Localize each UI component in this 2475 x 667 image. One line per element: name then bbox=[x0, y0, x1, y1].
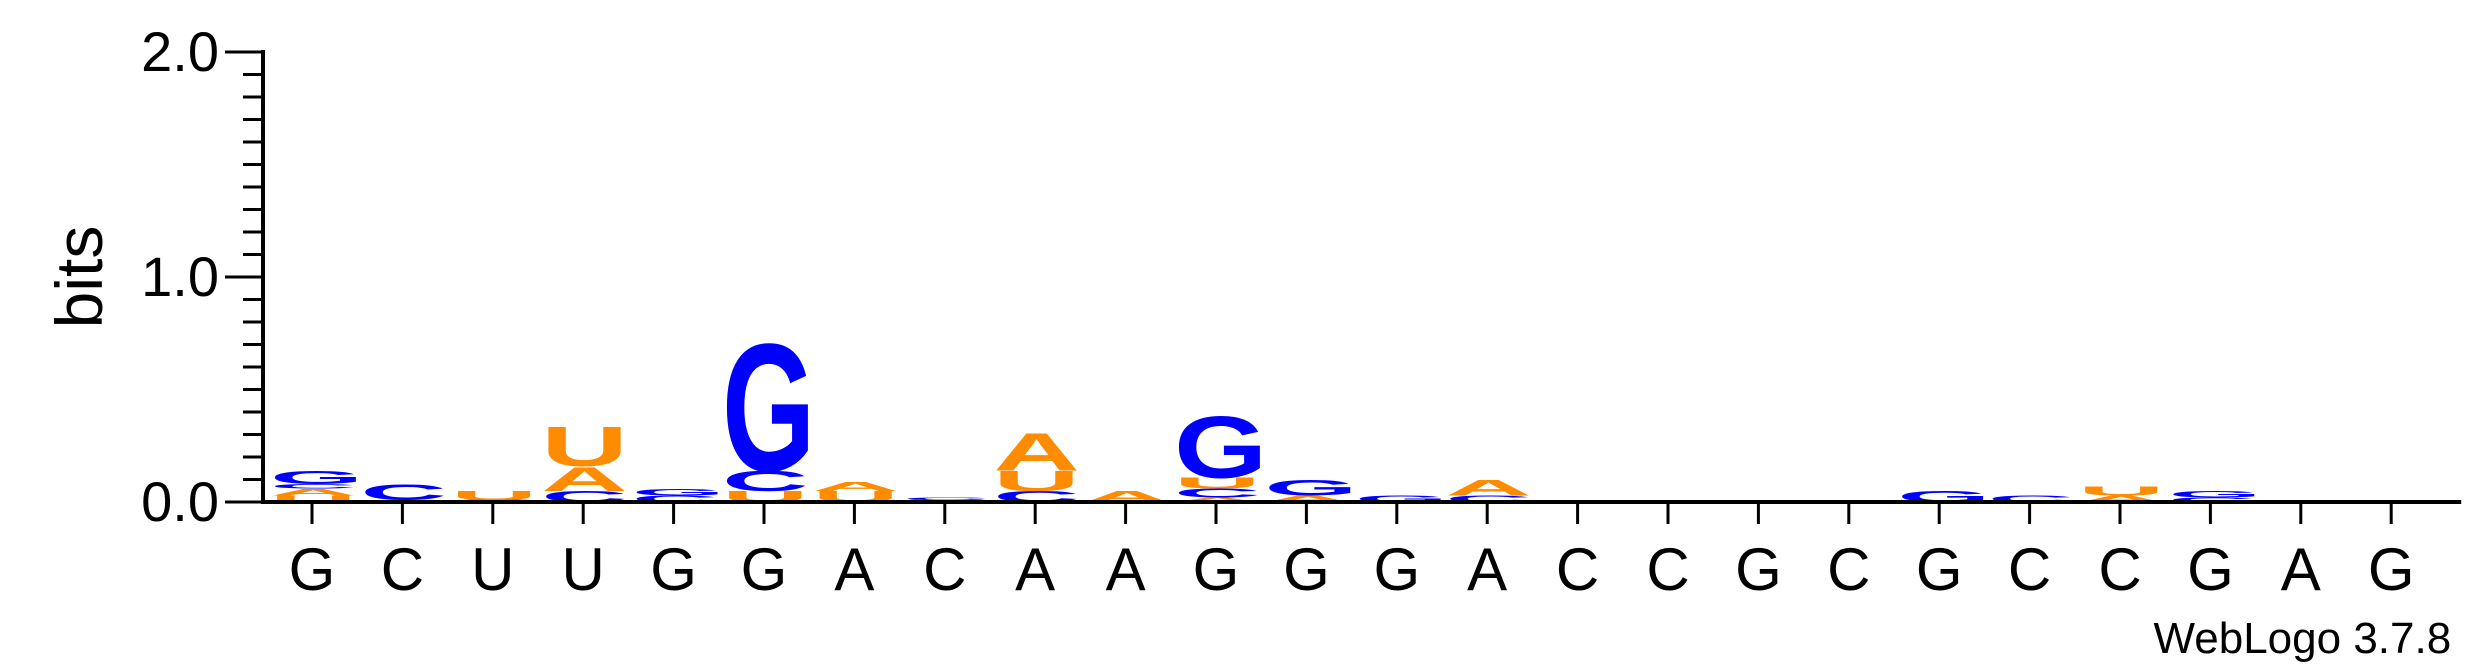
x-tick-label: A bbox=[834, 536, 874, 603]
logo-letter-g: G bbox=[632, 487, 725, 498]
logo-letter-a: A bbox=[993, 422, 1080, 482]
logo-letter-u: U bbox=[2078, 484, 2165, 498]
x-tick-label: U bbox=[471, 536, 514, 603]
x-tick-label: C bbox=[2098, 536, 2141, 603]
letter-stacks: UACGACCUCAUCGUCGUAUCCUAAACUGAGGCAGCAUCG bbox=[270, 305, 2262, 509]
logo-letter-g: G bbox=[2168, 489, 2261, 500]
x-tick-label: C bbox=[1646, 536, 1689, 603]
x-tick-label: G bbox=[1735, 536, 1782, 603]
logo-letter-c: C bbox=[903, 497, 990, 501]
logo-letter-u: U bbox=[541, 415, 628, 478]
x-tick-label: G bbox=[289, 536, 336, 603]
x-tick-label: G bbox=[2368, 536, 2415, 603]
x-tick-label: G bbox=[1916, 536, 1963, 603]
x-tick-label: A bbox=[2281, 536, 2321, 603]
x-tick-label: A bbox=[1106, 536, 1146, 603]
logo-letter-g: G bbox=[722, 305, 815, 509]
logo-letter-g: G bbox=[1264, 476, 1357, 500]
x-tick-label: U bbox=[562, 536, 605, 603]
x-tick-label: G bbox=[1283, 536, 1330, 603]
x-tick-label: A bbox=[1467, 536, 1507, 603]
weblogo-credit: WebLogo 3.7.8 bbox=[2154, 614, 2452, 663]
x-tick-label: G bbox=[1193, 536, 1240, 603]
x-tick-label: C bbox=[381, 536, 424, 603]
y-tick-label: 0.0 bbox=[141, 470, 219, 533]
x-tick-label: C bbox=[1827, 536, 1870, 603]
logo-letter-g: G bbox=[270, 467, 363, 488]
logo-letter-a: A bbox=[812, 480, 899, 494]
y-axis-title: bits bbox=[42, 226, 116, 329]
x-tick-label: C bbox=[923, 536, 966, 603]
y-axis: 0.0 1.0 2.0 bbox=[141, 20, 263, 533]
x-tick-label: G bbox=[741, 536, 788, 603]
x-tick-label: G bbox=[650, 536, 697, 603]
y-tick-label: 2.0 bbox=[141, 20, 219, 83]
y-tick-label: 1.0 bbox=[141, 245, 219, 308]
x-tick-label: C bbox=[1556, 536, 1599, 603]
logo-letter-g: G bbox=[1174, 399, 1267, 497]
x-tick-label: A bbox=[1015, 536, 1055, 603]
x-tick-label: G bbox=[1373, 536, 1420, 603]
x-tick-label: C bbox=[2008, 536, 2051, 603]
x-tick-label: G bbox=[2187, 536, 2234, 603]
logo-letter-a: A bbox=[1445, 476, 1532, 500]
